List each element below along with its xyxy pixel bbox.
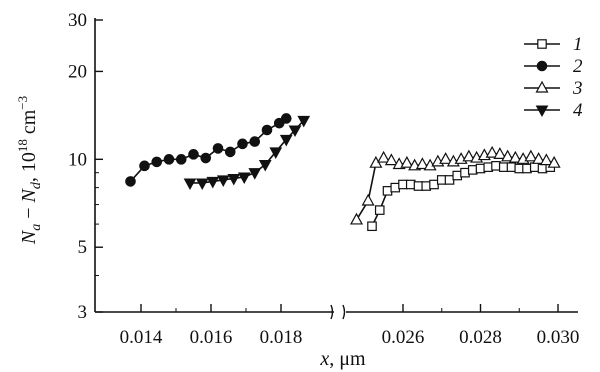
x-axis-break-mark [330,304,334,320]
data-point-3 [485,145,499,158]
data-point-1 [529,162,540,172]
data-point-1 [506,162,517,172]
data-point-2 [261,124,273,136]
legend-marker-3 [535,80,549,93]
data-point-1 [367,221,377,232]
data-point-4 [195,178,209,190]
data-point-3 [508,150,522,163]
data-point-1 [390,182,401,193]
data-point-2 [224,146,236,158]
x-axis-title: x, μm [319,348,366,370]
data-point-3 [415,157,429,170]
data-point-2 [280,113,292,124]
data-point-4 [258,159,272,172]
data-point-1 [514,163,525,174]
y-axis-title: Na − Nd, 1018 cm−3 [15,96,44,245]
legend-marker-1 [537,39,547,49]
y-tick-label: 20 [68,61,87,82]
data-point-3 [384,153,398,166]
data-point-4 [279,134,293,147]
data-point-1 [444,175,455,185]
data-point-1 [537,163,548,174]
axes: 30 20 10 5 3 0.014 0.016 0.018 0.026 0.028 0.030 [68,10,579,348]
data-point-1 [421,181,432,191]
data-point-1 [483,162,494,172]
data-point-3 [462,149,476,162]
data-point-1 [413,181,424,191]
data-point-4 [297,115,311,128]
data-point-1 [382,186,393,196]
data-point-1 [405,179,416,190]
series-4 [183,115,311,190]
data-point-1 [475,163,486,174]
data-point-3 [524,149,538,162]
data-point-2 [151,156,163,168]
data-point-2 [200,152,212,164]
legend-label-1: 1 [573,34,583,55]
data-point-2 [125,176,136,187]
data-point-4 [269,147,283,159]
y-tick-label: 5 [78,237,88,258]
data-point-4 [227,173,241,186]
data-point-2 [175,154,187,165]
data-point-2 [249,136,261,147]
legend-label-2: 2 [573,56,583,77]
data-point-1 [398,179,408,190]
data-point-2 [237,138,248,150]
data-point-4 [206,176,220,189]
series-3 [349,145,561,225]
data-point-4 [237,172,251,185]
data-point-2 [212,143,224,154]
y-tick-label: 10 [68,149,87,170]
x-axis-break-mark [342,304,346,320]
data-point-1 [460,167,470,178]
data-point-1 [452,170,463,181]
data-point-2 [188,149,199,160]
y-tick-label: 3 [78,302,88,323]
data-point-1 [491,161,501,171]
data-point-3 [349,212,364,225]
data-point-3 [532,152,546,164]
legend-marker-4 [535,105,549,118]
series-1 [367,161,556,232]
data-point-1 [429,179,439,190]
data-point-3 [539,153,553,166]
data-point-1 [374,205,385,215]
data-point-1 [436,175,447,185]
x-tick-label: 0.028 [459,327,502,348]
data-point-3 [547,155,561,168]
x-tick-label: 0.016 [190,327,233,348]
legend-label-3: 3 [572,78,583,99]
x-tick-label: 0.014 [120,327,163,348]
y-tick-label: 30 [68,10,87,31]
data-point-3 [377,150,391,163]
data-point-2 [139,160,150,172]
data-point-1 [498,162,509,172]
data-point-3 [501,149,515,162]
data-point-3 [439,152,453,164]
x-tick-label: 0.026 [382,327,425,348]
series-2 [125,113,292,187]
data-point-4 [216,175,230,187]
data-point-1 [467,165,478,175]
x-tick-label: 0.030 [537,327,580,348]
data-point-1 [522,163,532,174]
data-point-3 [361,193,375,206]
data-point-2 [163,154,175,165]
data-point-4 [248,168,262,180]
x-tick-label: 0.018 [260,327,303,348]
data-point-3 [400,155,414,168]
data-point-4 [183,178,197,190]
legend-marker-2 [536,60,548,72]
data-point-3 [493,147,507,159]
data-point-4 [288,125,302,138]
series-layer [125,113,561,232]
legend-label-4: 4 [573,100,583,121]
